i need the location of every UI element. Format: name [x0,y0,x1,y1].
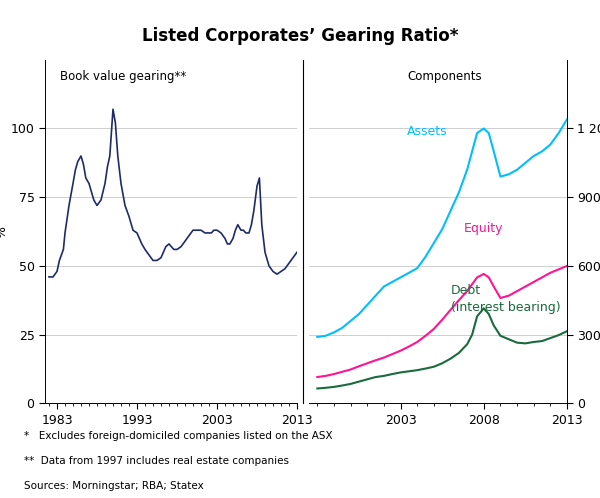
Text: Sources: Morningstar; RBA; Statex: Sources: Morningstar; RBA; Statex [24,481,204,491]
Text: Book value gearing**: Book value gearing** [60,70,187,83]
Text: Assets: Assets [407,125,448,138]
Text: *   Excludes foreign-domiciled companies listed on the ASX: * Excludes foreign-domiciled companies l… [24,431,332,441]
Text: **  Data from 1997 includes real estate companies: ** Data from 1997 includes real estate c… [24,456,289,466]
Text: Listed Corporates’ Gearing Ratio*: Listed Corporates’ Gearing Ratio* [142,27,458,45]
Text: Components: Components [407,70,482,83]
Text: Debt
(interest bearing): Debt (interest bearing) [451,283,560,314]
Text: Equity: Equity [464,222,503,235]
Y-axis label: %: % [0,226,8,238]
